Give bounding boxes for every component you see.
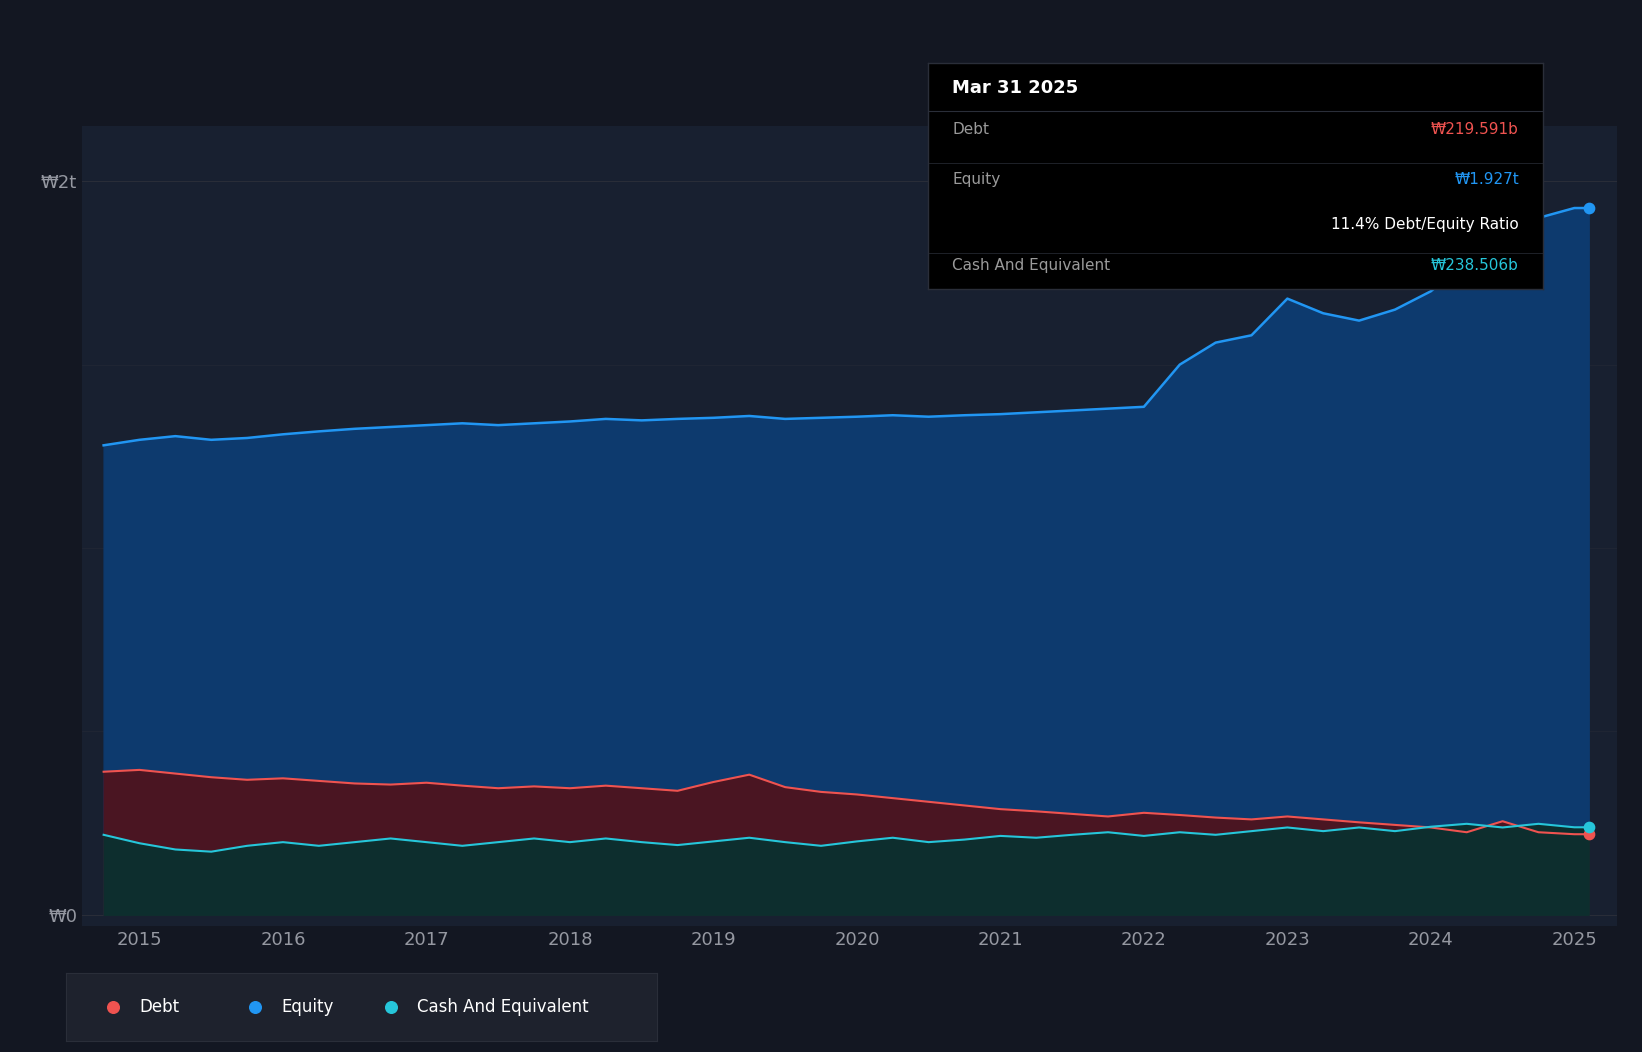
Point	[1576, 200, 1603, 217]
Point	[241, 999, 268, 1016]
Point	[1576, 818, 1603, 835]
Point	[378, 999, 404, 1016]
Text: Debt: Debt	[952, 122, 990, 137]
Text: ₩1.927t: ₩1.927t	[1455, 171, 1519, 186]
Text: Equity: Equity	[281, 998, 333, 1016]
Point	[100, 999, 126, 1016]
Text: Cash And Equivalent: Cash And Equivalent	[952, 258, 1110, 272]
Text: 11.4% Debt/Equity Ratio: 11.4% Debt/Equity Ratio	[1332, 217, 1519, 231]
Text: ₩238.506b: ₩238.506b	[1430, 258, 1519, 272]
Text: Debt: Debt	[140, 998, 179, 1016]
Text: ₩219.591b: ₩219.591b	[1430, 122, 1519, 137]
Text: Mar 31 2025: Mar 31 2025	[952, 79, 1079, 97]
Text: Cash And Equivalent: Cash And Equivalent	[417, 998, 589, 1016]
Point	[1576, 826, 1603, 843]
Text: Equity: Equity	[952, 171, 1000, 186]
